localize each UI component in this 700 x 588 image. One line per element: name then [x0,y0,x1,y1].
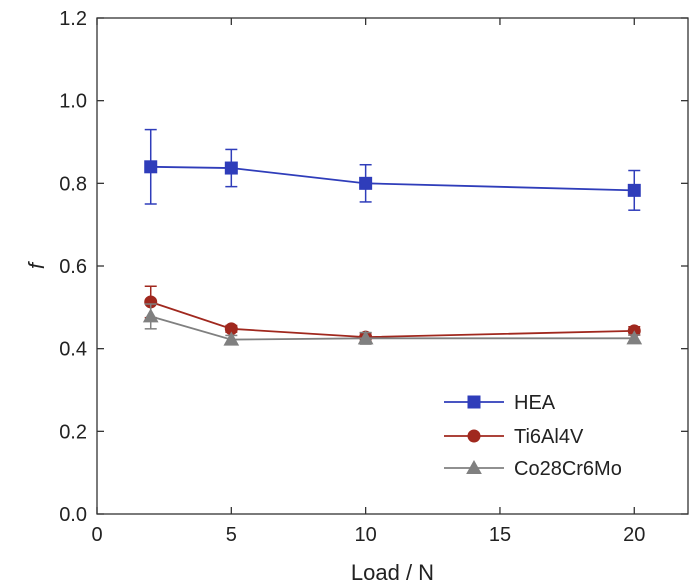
y-tick-label: 0.8 [59,173,87,195]
y-tick-label: 0.6 [59,256,87,278]
legend-entry-ti6al4v: Ti6Al4V [444,426,584,448]
y-tick-label: 1.2 [59,8,87,30]
y-tick-label: 0.2 [59,421,87,443]
legend-label: Co28Cr6Mo [514,458,622,480]
legend-marker [466,459,482,474]
series-layer [142,128,643,346]
legend-label: HEA [514,392,556,414]
series-line [150,165,635,192]
data-point [627,183,641,197]
data-point [626,330,643,345]
data-point [142,308,159,323]
y-tick-label: 0.4 [59,339,87,361]
legend-marker [467,395,481,409]
legend-label: Ti6Al4V [514,426,584,448]
legend: HEA Ti6Al4V Co28Cr6Mo [444,392,622,480]
data-point [223,331,240,346]
x-tick-label: 20 [623,524,645,546]
series-line [150,301,635,338]
data-point [357,330,374,345]
x-tick-label: 10 [355,524,377,546]
series-hea [144,128,641,211]
legend-marker [467,429,481,443]
legend-entry-co28cr6mo: Co28Cr6Mo [444,458,622,480]
series-ti6al4v [144,285,641,344]
data-point [359,176,373,190]
y-tick-label: 0.0 [59,504,87,526]
y-tick-label: 1.0 [59,91,87,113]
axes: 0 5 10 15 20 0.0 0.2 0.4 0.6 0.8 1.0 1.2 Load / N f [24,8,689,585]
x-axis-title: Load / N [351,560,434,585]
x-tick-label: 5 [226,524,237,546]
plot-frame [96,17,689,515]
series-line [150,315,635,341]
series-co28cr6mo [142,303,643,346]
data-point [144,160,158,174]
legend-entry-hea: HEA [444,392,556,414]
x-tick-label: 15 [489,524,511,546]
data-point [224,161,238,175]
y-axis-title: f [24,260,49,269]
x-tick-label: 0 [91,524,102,546]
